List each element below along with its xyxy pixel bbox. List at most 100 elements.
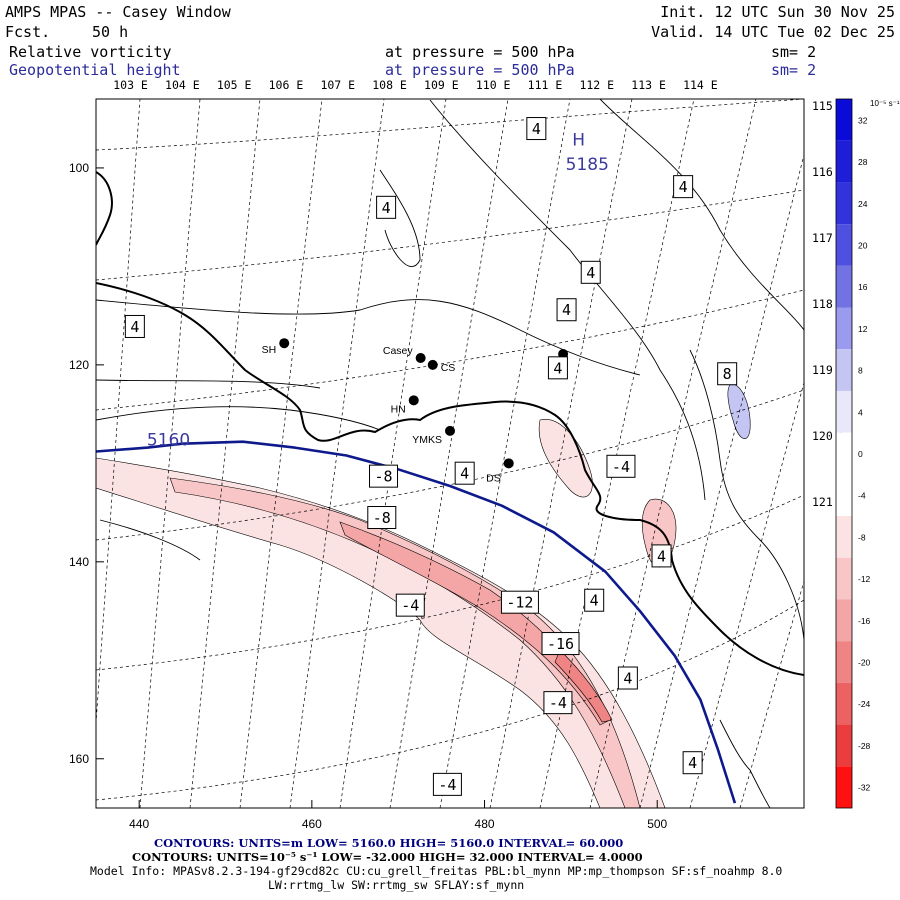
plot-frame: [95, 98, 805, 809]
contour-label: 4: [679, 178, 688, 196]
station-label: DS: [486, 472, 501, 484]
coastline-west: [96, 171, 113, 246]
contour-label-box: [617, 666, 638, 690]
colorbar-level-label: -12: [858, 574, 871, 584]
colorbar-level-label: 8: [858, 366, 863, 376]
y-tick-label: 120: [69, 358, 89, 372]
longitude-grid: [96, 99, 804, 808]
longitude-label: 103 E: [113, 78, 148, 92]
longitude-label: 104 E: [165, 78, 200, 92]
contour-label-box: [526, 117, 547, 141]
height-label: H: [572, 130, 585, 150]
longitude-label: 114 E: [683, 78, 718, 92]
colorbar-swatch: [836, 557, 852, 600]
contour-label: 8: [723, 365, 732, 383]
contour-label-box: [651, 544, 672, 568]
x-tick-label: 500: [647, 817, 667, 831]
contour-label: -4: [612, 458, 630, 476]
station-label: SH: [262, 344, 277, 356]
field1-smoothing: sm= 2: [771, 43, 817, 61]
longitude-label: 113 E: [631, 78, 666, 92]
contour-label: 4: [688, 754, 697, 772]
app-title: AMPS MPAS -- Casey Window: [5, 3, 231, 21]
colorbar-swatch: [836, 140, 852, 183]
colorbar-level-label: 16: [858, 282, 868, 292]
longitude-label: 105 E: [217, 78, 252, 92]
model-info-physics: LW:rrtmg_lw SW:rrtmg_sw SFLAY:sf_mynn: [268, 878, 525, 892]
field1-name: Relative vorticity: [9, 43, 172, 61]
valid-time: Valid. 14 UTC Tue 02 Dec 25: [651, 23, 895, 41]
contour-label-box: [432, 772, 462, 796]
colorbar-swatch: [836, 724, 852, 767]
contour-label: 4: [382, 199, 391, 217]
contour-label: -16: [547, 635, 574, 653]
contour-label-box: [369, 464, 399, 488]
colorbar-swatch: [836, 641, 852, 683]
contour-label: 4: [562, 301, 571, 319]
contour-label-box: [682, 751, 703, 775]
station-marker: [415, 352, 426, 363]
contour-label-box: [556, 298, 577, 322]
field2-smoothing: sm= 2: [771, 61, 817, 79]
longitude-label: 109 E: [424, 78, 459, 92]
y-tick-label: 160: [69, 752, 89, 766]
y-tick-label: 100: [69, 161, 89, 175]
contour-label: 4: [657, 547, 666, 565]
colorbar-frame: [835, 98, 853, 809]
colorbar-level-label: 4: [858, 407, 863, 417]
contour-label: 4: [532, 120, 541, 138]
colorbar-level-label: 20: [858, 240, 868, 250]
forecast-label: Fcst.: [5, 23, 51, 41]
longitude-label: 110 E: [476, 78, 511, 92]
x-tick-label: 440: [129, 817, 149, 831]
contour-label-box: [500, 590, 539, 614]
colorbar-level-label: -4: [858, 491, 866, 501]
contour-label-box: [454, 461, 475, 485]
colorbar-level-label: -24: [858, 699, 871, 709]
colorbar-swatch: [836, 432, 852, 475]
longitude-label: 112 E: [579, 78, 614, 92]
colorbar-unit: 10⁻⁵ s⁻¹: [870, 99, 900, 108]
station-label: Casey: [383, 345, 414, 357]
contour-label: -12: [506, 594, 533, 612]
colorbar-level-label: 24: [858, 199, 868, 209]
colorbar-swatch: [836, 224, 852, 266]
colorbar-swatch: [836, 390, 852, 433]
forecast-hours: 50 h: [92, 23, 129, 41]
station-label: YMKS: [412, 434, 442, 446]
x-tick-label: 480: [475, 817, 495, 831]
model-info: Model Info: MPASv8.2.3-194-gf29cd82c CU:…: [90, 864, 783, 878]
colorbar-swatch: [836, 307, 852, 350]
station-marker: [445, 425, 455, 436]
field1-level: at pressure = 500 hPa: [385, 43, 575, 61]
colorbar-swatch: [836, 99, 852, 141]
station-label: HN: [391, 403, 406, 415]
contour-label: -4: [401, 597, 419, 615]
colorbar-level-label: -8: [858, 532, 866, 542]
contour-label-box: [124, 314, 145, 338]
contour-label-box: [606, 454, 636, 478]
station-marker: [427, 359, 438, 370]
contour-label-box: [367, 506, 397, 530]
colorbar-swatch: [836, 599, 852, 642]
contour-label-box: [547, 356, 568, 380]
colorbar-swatch: [836, 474, 852, 517]
colorbar-swatch: [836, 265, 852, 308]
contour-label: 4: [460, 465, 469, 483]
colorbar-swatch: [836, 682, 852, 725]
contour-label: 4: [553, 359, 562, 377]
latitude-grid: [96, 99, 804, 801]
y-tick-label: 140: [69, 555, 89, 569]
geopotential-5160-contour: [96, 440, 737, 804]
contour-label-box: [580, 260, 601, 284]
init-time: Init. 12 UTC Sun 30 Nov 25: [660, 3, 895, 21]
x-tick-label: 460: [302, 817, 322, 831]
vort-band-minus16: [554, 649, 613, 723]
coastline: [96, 282, 804, 676]
colorbar-level-label: -16: [858, 616, 871, 626]
longitude-label: 106 E: [269, 78, 304, 92]
contour-label-box: [584, 588, 605, 612]
colorbar-level-label: 0: [858, 449, 863, 459]
colorbar-swatch: [836, 182, 852, 225]
